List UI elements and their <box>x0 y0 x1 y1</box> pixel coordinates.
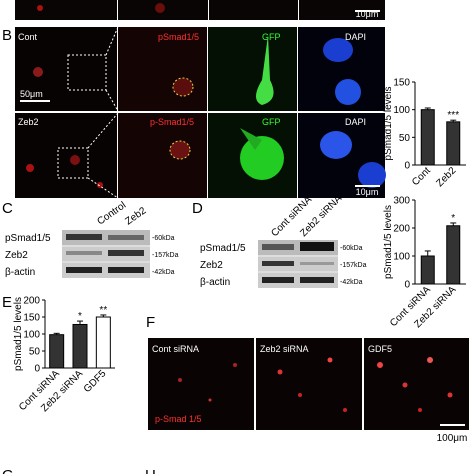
y-tick-label: 200 <box>23 296 40 307</box>
blot-c <box>62 230 150 278</box>
panel-label: C <box>2 200 13 217</box>
y-tick-label: 100 <box>393 252 410 263</box>
scale-bar-label: 100μm <box>437 433 468 444</box>
significance: *** <box>447 110 459 121</box>
kda-label: -42kDa <box>152 269 175 276</box>
y-tick-label: 0 <box>404 280 410 291</box>
kda-label: -157kDa <box>152 252 179 259</box>
y-axis-label: pSmad1/5 levels <box>383 205 394 279</box>
row-label: Zeb2 <box>18 117 39 127</box>
kda-label: -60kDa <box>152 235 175 242</box>
micrographs-f <box>148 338 469 430</box>
band-label: Zeb2 <box>200 260 223 271</box>
bar <box>446 225 461 285</box>
blot-d <box>258 240 338 288</box>
band-label: pSmad1/5 <box>5 233 51 244</box>
y-tick-label: 100 <box>393 105 410 116</box>
y-tick-label: 0 <box>404 161 410 172</box>
significance: * <box>78 311 82 322</box>
y-tick-label: 200 <box>393 224 410 235</box>
panel-label: E <box>2 294 12 311</box>
channel-label: DAPI <box>345 32 366 42</box>
significance: ** <box>99 305 107 316</box>
bar <box>420 109 435 166</box>
top-strip: 10μm <box>15 0 385 20</box>
bar <box>49 334 65 369</box>
band-label: pSmad1/5 <box>200 243 246 254</box>
panel-label: G <box>2 467 14 474</box>
x-tick-label: Cont <box>410 165 433 188</box>
y-tick-label: 0 <box>34 364 40 375</box>
kda-label: -42kDa <box>340 279 363 286</box>
panel-label: B <box>2 27 12 44</box>
panel-label: F <box>146 314 155 331</box>
bar <box>420 255 435 285</box>
x-tick-label: Zeb2 <box>434 165 458 189</box>
bar <box>72 323 88 369</box>
band-label: β-actin <box>200 277 230 288</box>
y-tick-label: 50 <box>399 133 411 144</box>
condition-label: Cont siRNA <box>152 344 199 354</box>
y-tick-label: 150 <box>23 313 40 324</box>
lane-label: Control <box>95 200 128 228</box>
band-label: β-actin <box>5 267 35 278</box>
channel-label: GFP <box>262 117 281 127</box>
micrographs-b <box>15 26 386 199</box>
bar <box>446 121 461 166</box>
significance: * <box>451 213 455 224</box>
band-label: Zeb2 <box>5 250 28 261</box>
kda-label: -60kDa <box>340 245 363 252</box>
stain-label: p-Smad 1/5 <box>155 414 202 424</box>
panel-label: D <box>192 200 203 217</box>
kda-label: -157kDa <box>340 262 367 269</box>
scale-bar-label: 50μm <box>20 89 43 99</box>
y-tick-label: 100 <box>23 330 40 341</box>
channel-label: DAPI <box>345 117 366 127</box>
scale-bar-label: 10μm <box>356 187 379 197</box>
row-label: Cont <box>18 32 38 42</box>
y-axis-label: pSmad1/5 levels <box>13 297 24 371</box>
condition-label: GDF5 <box>368 344 392 354</box>
y-tick-label: 50 <box>29 347 41 358</box>
condition-label: Zeb2 siRNA <box>260 344 309 354</box>
x-tick-label: GDF5 <box>82 368 109 395</box>
scale-bar-label: 10μm <box>356 9 379 19</box>
y-tick-label: 150 <box>393 78 410 89</box>
panel-label: H <box>145 467 156 474</box>
bar <box>95 316 111 369</box>
channel-label: pSmad1/5 <box>158 32 199 42</box>
channel-label: GFP <box>262 32 281 42</box>
y-axis-label: pSmad1/5 levels <box>383 87 394 161</box>
channel-label: p-Smad1/5 <box>150 117 194 127</box>
y-tick-label: 300 <box>393 196 410 207</box>
